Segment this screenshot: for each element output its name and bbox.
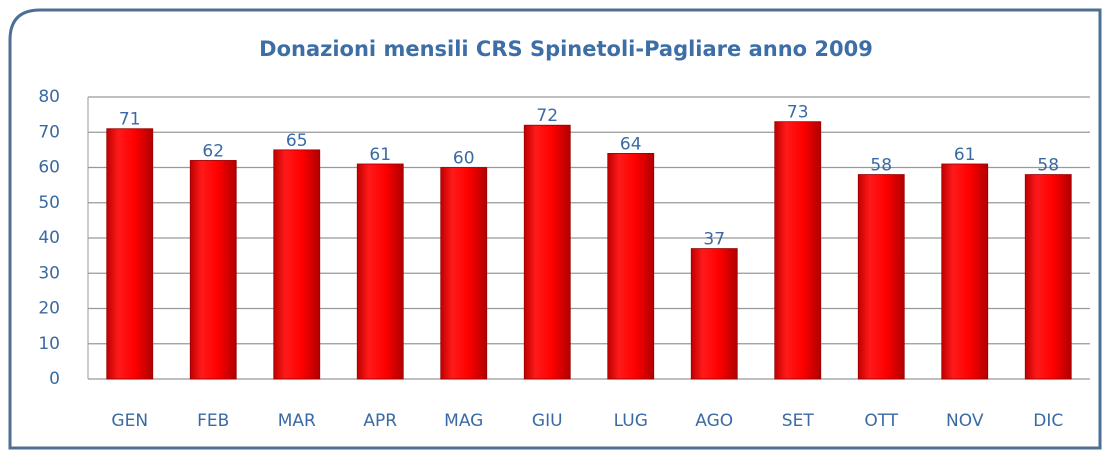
- data-label: 65: [286, 131, 308, 151]
- x-tick-label: DIC: [1033, 411, 1063, 431]
- x-tick-label: MAR: [278, 411, 316, 431]
- bar: [941, 163, 989, 380]
- data-label: 72: [536, 106, 558, 126]
- x-tick-label: MAG: [444, 411, 483, 431]
- data-label: 64: [620, 134, 642, 154]
- y-tick-label: 50: [38, 193, 60, 213]
- bar: [273, 149, 321, 380]
- data-label: 37: [703, 230, 725, 250]
- y-tick-label: 60: [38, 158, 60, 178]
- x-tick-label: APR: [363, 411, 397, 431]
- x-tick-label: SET: [782, 411, 815, 431]
- bar: [690, 248, 738, 380]
- y-tick-label: 70: [38, 122, 60, 142]
- data-label: 61: [369, 145, 391, 165]
- x-tick-label: GIU: [532, 411, 563, 431]
- x-tick-label: FEB: [197, 411, 229, 431]
- bar: [440, 167, 488, 380]
- data-label: 58: [870, 156, 892, 176]
- bar: [189, 160, 237, 380]
- y-tick-label: 40: [38, 228, 60, 248]
- bar: [774, 121, 822, 380]
- bar: [607, 152, 655, 380]
- x-tick-label: OTT: [864, 411, 898, 431]
- data-label: 73: [787, 103, 809, 123]
- data-label: 71: [119, 110, 141, 130]
- x-tick-label: AGO: [695, 411, 733, 431]
- x-tick-label: NOV: [946, 411, 984, 431]
- bar: [356, 163, 404, 380]
- data-label: 60: [453, 149, 475, 169]
- y-tick-label: 0: [49, 369, 60, 389]
- y-tick-label: 30: [38, 263, 60, 283]
- data-label: 61: [954, 145, 976, 165]
- bar: [857, 174, 905, 380]
- bar: [523, 124, 571, 380]
- bar: [106, 128, 154, 380]
- data-label: 62: [202, 141, 224, 161]
- chart-title: Donazioni mensili CRS Spinetoli-Pagliare…: [259, 37, 873, 61]
- data-label: 58: [1037, 156, 1059, 176]
- y-tick-label: 10: [38, 334, 60, 354]
- y-tick-label: 80: [38, 87, 60, 107]
- x-tick-label: LUG: [614, 411, 648, 431]
- bar: [1024, 174, 1072, 380]
- x-tick-label: GEN: [111, 411, 148, 431]
- y-tick-label: 20: [38, 299, 60, 319]
